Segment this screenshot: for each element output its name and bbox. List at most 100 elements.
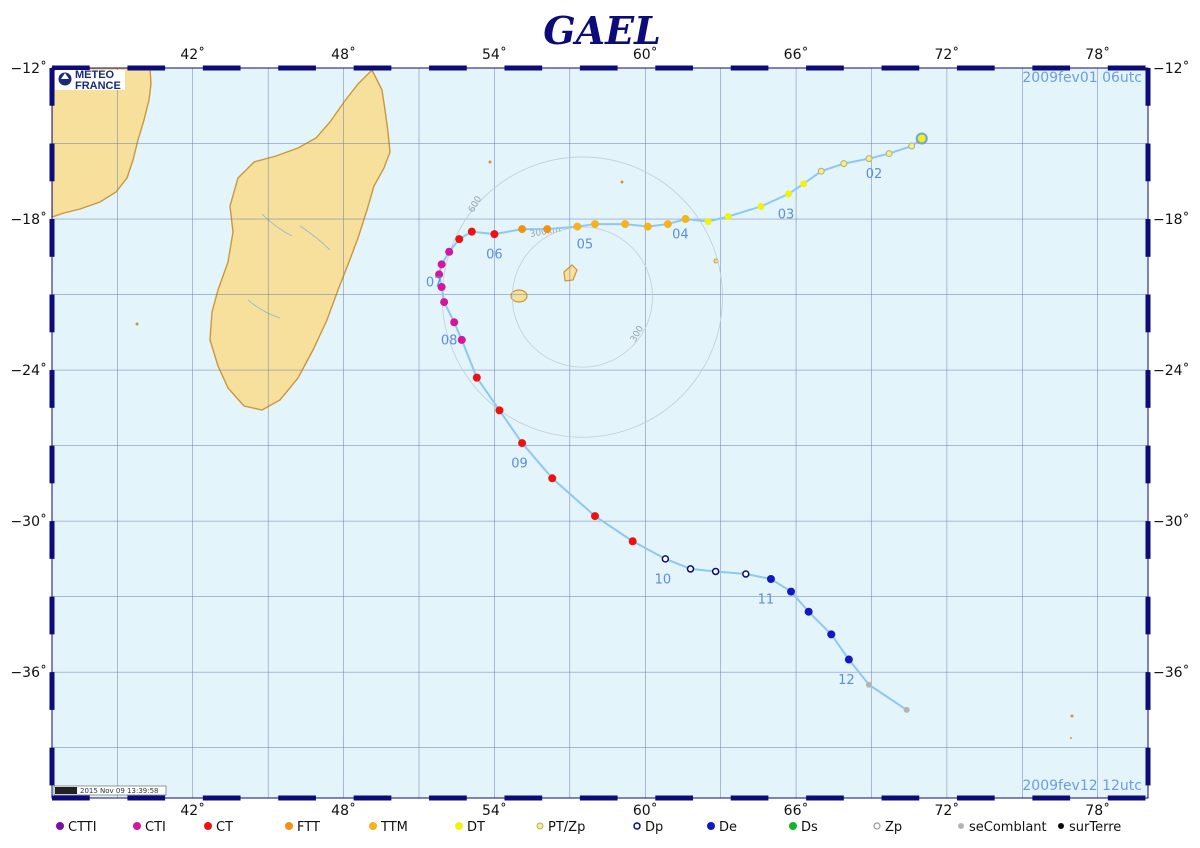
track-point-de [827, 630, 836, 639]
top-dash [504, 65, 543, 71]
lon-tick-top: 54˚ [482, 46, 507, 63]
bottom-dash [579, 795, 618, 801]
legend-item-zp: Zp [873, 820, 902, 835]
lon-tick-top: 60˚ [633, 46, 658, 63]
right-dash [1145, 445, 1151, 484]
ocean-background [52, 68, 1148, 798]
legend-label: Dp [645, 820, 663, 835]
islet-5 [1070, 737, 1072, 739]
legend-swatch [633, 822, 641, 830]
track-point-ct [495, 406, 504, 415]
lat-tick-right: −24˚ [1153, 362, 1190, 379]
logo-emblem-mark [61, 73, 69, 79]
day-label: 09 [511, 457, 528, 472]
river-2 [261, 213, 293, 237]
track-point-de [844, 655, 853, 664]
africa-landmass [52, 68, 152, 218]
track-point-pt-zp [817, 167, 825, 175]
left-dash [49, 445, 55, 484]
track-point-cti [440, 298, 449, 307]
render-stamp: 2015 Nov 09 13:39:58 [53, 785, 167, 796]
left-dash [49, 219, 55, 257]
frame-dash-border [49, 65, 1151, 801]
legend-item-ds: Ds [789, 820, 818, 835]
track-point-secomblant [903, 706, 910, 713]
legend-item-de: De [707, 820, 737, 835]
day-label: 05 [577, 238, 594, 253]
bottom-dash [806, 795, 844, 801]
islet-3 [135, 322, 139, 326]
legend: CTTI CTI CT FTT TTM DT PT/Zp Dp De Ds Zp seComblant… [56, 820, 1121, 835]
top-dash [127, 65, 166, 71]
day-label: 11 [758, 593, 775, 608]
day-label: 03 [778, 207, 795, 222]
legend-swatch [369, 822, 377, 830]
right-dash [1145, 521, 1151, 559]
track-point-ct [548, 474, 557, 483]
legend-swatch [536, 822, 544, 830]
lat-tick-right: −30˚ [1153, 513, 1190, 530]
lat-tick-right: −36˚ [1153, 664, 1190, 681]
track-point-cti [435, 270, 444, 279]
lon-tick-bottom: 66˚ [784, 802, 809, 819]
track-point-dp [742, 570, 750, 578]
legend-swatch [56, 822, 64, 830]
legend-item-dp: Dp [633, 820, 663, 835]
bottom-dash [655, 795, 694, 801]
track-point-dt [757, 202, 765, 210]
track-point-dt [785, 190, 793, 198]
bottom-dash [1107, 795, 1146, 801]
bottom-dash [202, 795, 241, 801]
day-labels: 02 03 04 05 06 07 08 09 10 11 12 [426, 167, 882, 688]
legend-label: CTTI [68, 820, 97, 835]
lon-tick-top: 72˚ [934, 46, 959, 63]
lat-tick-left: −24˚ [10, 362, 47, 379]
legend-swatch [958, 823, 964, 829]
graticule [52, 68, 1148, 798]
track-point-ct [455, 235, 464, 244]
lat-tick-left: −12˚ [10, 60, 47, 77]
track-point-cti [450, 318, 459, 327]
left-dash [49, 521, 55, 559]
track-point-cti [445, 247, 454, 256]
track-point-ftt [518, 225, 527, 234]
track-point-dp [686, 565, 695, 573]
legend-label: CTI [145, 820, 166, 835]
lat-tick-right: −18˚ [1153, 211, 1190, 228]
legend-item-surterre: surTerre [1058, 820, 1121, 835]
legend-label: TTM [380, 820, 408, 835]
right-dash [1145, 68, 1151, 106]
track-point-dp [661, 555, 670, 563]
legend-label: DT [467, 820, 485, 835]
left-dash [49, 672, 55, 710]
left-dash [49, 68, 55, 106]
right-dash [1145, 672, 1151, 710]
top-dash [202, 65, 241, 71]
track-point-dt [704, 218, 712, 226]
legend-item-secomblant: seComblant [958, 820, 1047, 835]
stamp-text: 2015 Nov 09 13:39:58 [80, 787, 159, 795]
bottom-dash [429, 795, 467, 801]
top-dash [1107, 65, 1146, 71]
end-date: 2009fev12 12utc [1022, 778, 1142, 794]
river-3 [247, 299, 281, 319]
track-point-cti [437, 283, 446, 291]
storm-title: GAEL [543, 8, 661, 53]
right-dash [1145, 219, 1151, 257]
top-dash [730, 65, 769, 71]
lon-tick-bottom: 60˚ [633, 802, 658, 819]
river-1 [299, 225, 331, 251]
track-point-ttm [590, 220, 599, 229]
bottom-dash [127, 795, 166, 801]
legend-item-pt-zp: PT/Zp [536, 820, 585, 835]
top-dash [655, 65, 694, 71]
track-point-pt-zp [840, 160, 848, 168]
right-dash [1145, 596, 1151, 635]
legend-swatch [789, 822, 797, 830]
logo-line2: FRANCE [75, 80, 121, 92]
legend-label: surTerre [1069, 820, 1121, 835]
left-dash [49, 596, 55, 635]
track-point-ttm [643, 222, 652, 231]
legend-item-cti: CTI [133, 820, 166, 835]
